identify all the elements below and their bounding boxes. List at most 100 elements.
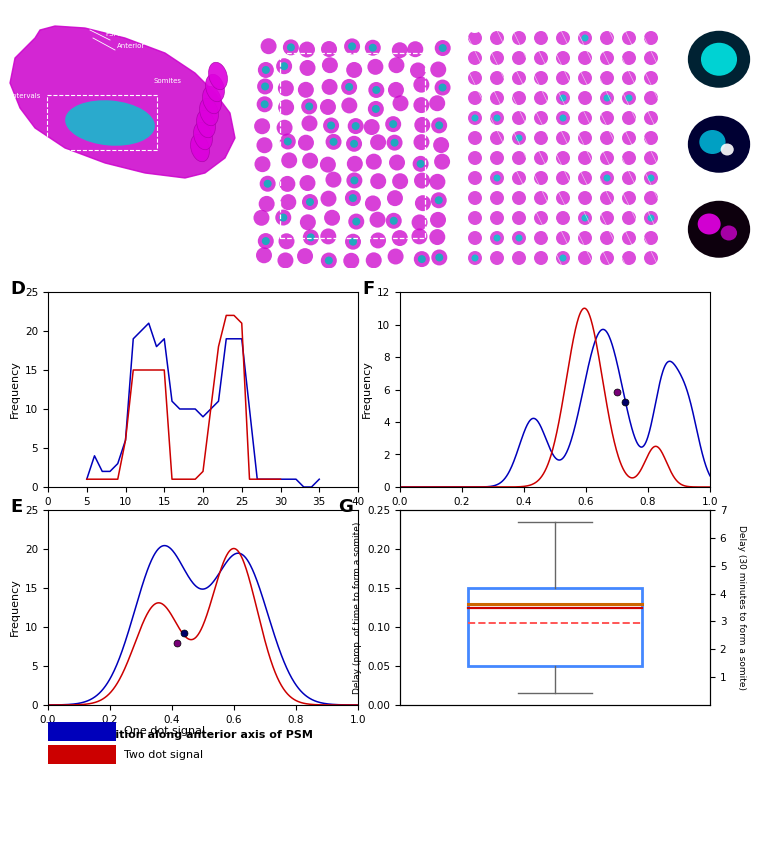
Circle shape (435, 40, 451, 56)
Circle shape (556, 251, 570, 265)
Circle shape (413, 135, 429, 150)
Circle shape (369, 212, 386, 228)
Circle shape (494, 234, 501, 241)
Circle shape (644, 251, 658, 265)
Circle shape (490, 171, 504, 185)
Circle shape (276, 58, 292, 74)
Circle shape (415, 195, 431, 212)
Circle shape (468, 211, 482, 225)
Circle shape (414, 251, 430, 267)
Circle shape (262, 66, 270, 74)
Circle shape (534, 251, 548, 265)
Bar (280, 53, 425, 238)
Circle shape (622, 131, 636, 145)
Bar (48, 745, 117, 764)
Polygon shape (10, 26, 235, 178)
Circle shape (257, 96, 273, 113)
Circle shape (350, 140, 358, 148)
Ellipse shape (197, 110, 215, 138)
Circle shape (276, 120, 293, 135)
Circle shape (281, 152, 297, 168)
Circle shape (644, 131, 658, 145)
Circle shape (560, 255, 567, 261)
Text: D: D (11, 280, 26, 299)
Circle shape (600, 91, 614, 105)
Circle shape (279, 233, 294, 250)
Circle shape (534, 71, 548, 85)
Circle shape (534, 211, 548, 225)
Circle shape (644, 71, 658, 85)
Circle shape (644, 171, 658, 185)
Circle shape (369, 82, 384, 98)
Circle shape (644, 231, 658, 245)
Circle shape (348, 42, 356, 51)
Circle shape (329, 138, 338, 146)
Circle shape (322, 58, 338, 73)
Circle shape (534, 31, 548, 45)
Circle shape (325, 256, 333, 265)
Circle shape (392, 230, 408, 246)
Circle shape (556, 191, 570, 205)
Circle shape (346, 62, 362, 78)
Circle shape (578, 171, 592, 185)
Circle shape (600, 111, 614, 125)
Circle shape (348, 118, 364, 134)
Circle shape (578, 51, 592, 65)
Circle shape (350, 177, 359, 184)
Circle shape (391, 139, 399, 146)
Circle shape (534, 131, 548, 145)
Circle shape (515, 234, 522, 241)
Circle shape (468, 111, 482, 125)
Circle shape (720, 226, 737, 240)
Text: A: A (8, 21, 20, 36)
Circle shape (367, 59, 383, 74)
Circle shape (512, 191, 526, 205)
Circle shape (600, 31, 614, 45)
Circle shape (720, 144, 733, 156)
Circle shape (300, 214, 316, 230)
Circle shape (260, 101, 269, 108)
Circle shape (300, 175, 316, 191)
Y-axis label: Frequency: Frequency (362, 360, 372, 419)
Circle shape (534, 171, 548, 185)
Circle shape (439, 44, 447, 52)
Circle shape (326, 172, 342, 188)
Circle shape (578, 31, 592, 45)
Circle shape (647, 174, 654, 182)
Circle shape (299, 41, 315, 58)
Circle shape (490, 231, 504, 245)
Circle shape (512, 231, 526, 245)
Circle shape (644, 31, 658, 45)
Circle shape (322, 79, 338, 95)
Circle shape (578, 111, 592, 125)
Circle shape (416, 160, 425, 168)
Ellipse shape (206, 74, 224, 102)
Ellipse shape (203, 86, 221, 113)
Ellipse shape (190, 135, 210, 162)
Ellipse shape (209, 63, 227, 90)
Circle shape (392, 173, 408, 190)
Circle shape (494, 174, 501, 182)
Circle shape (302, 152, 318, 168)
Circle shape (414, 117, 430, 133)
Circle shape (253, 210, 270, 226)
Text: Head: Head (27, 233, 47, 242)
Circle shape (277, 252, 293, 268)
Circle shape (320, 228, 336, 244)
Text: C: C (467, 21, 478, 36)
Circle shape (515, 135, 522, 141)
Circle shape (345, 233, 361, 250)
Circle shape (321, 253, 337, 268)
Bar (468, 588, 642, 666)
Circle shape (260, 176, 276, 192)
Y-axis label: Frequency: Frequency (9, 360, 19, 419)
Circle shape (600, 71, 614, 85)
Circle shape (413, 97, 429, 113)
Circle shape (604, 95, 611, 102)
Circle shape (468, 91, 482, 105)
Circle shape (432, 250, 447, 266)
Circle shape (472, 255, 478, 261)
Circle shape (353, 217, 360, 226)
Circle shape (345, 83, 353, 91)
Circle shape (556, 111, 570, 125)
